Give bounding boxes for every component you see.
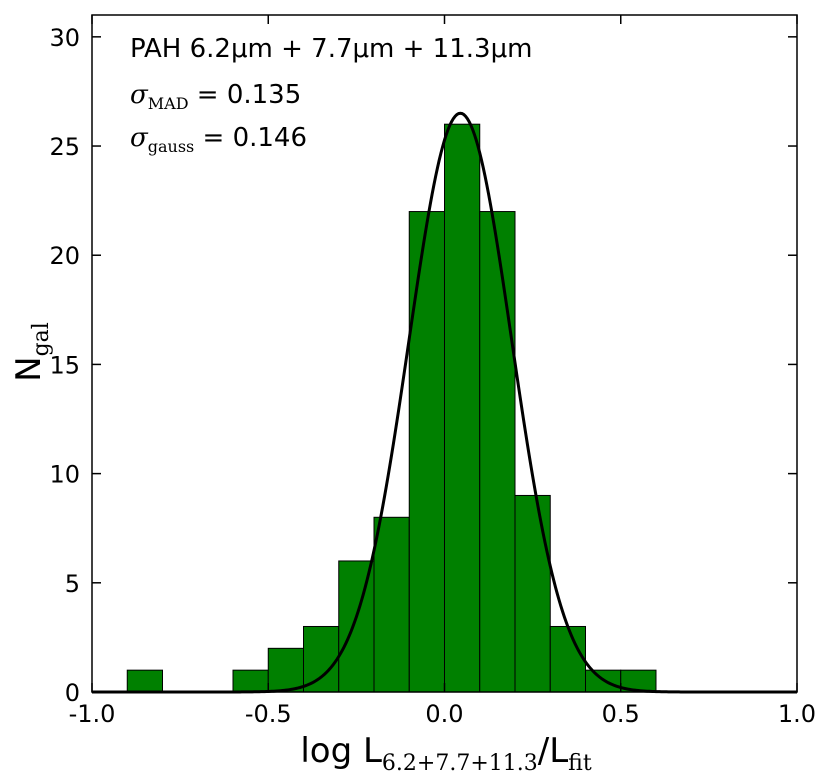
annotation-sigma-gauss: σgauss = 0.146	[130, 123, 307, 156]
x-axis-label-subscript-fit: fit	[568, 751, 592, 776]
histogram-bar	[408, 211, 445, 693]
x-axis-label-subscript: 6.2+7.7+11.3	[382, 751, 538, 776]
x-tick-label: -0.5	[245, 700, 292, 728]
annotation-sigma-mad: σMAD = 0.135	[130, 80, 301, 113]
y-axis-label: Ngal	[9, 322, 54, 382]
x-axis-ticks: -1.0 -0.5 0.0 0.5 1.0	[69, 15, 816, 728]
histogram-bar	[549, 625, 586, 693]
histogram-bar	[126, 669, 163, 693]
sigma-gauss-value: = 0.146	[194, 123, 307, 153]
x-tick-label: 0.0	[425, 700, 463, 728]
sigma-mad-subscript: MAD	[148, 94, 189, 113]
histogram-bar	[373, 516, 410, 693]
y-tick-label: 10	[49, 461, 80, 489]
y-tick-label: 30	[49, 24, 80, 52]
y-axis-label-subscript: gal	[29, 322, 54, 356]
y-tick-label: 15	[49, 351, 80, 379]
x-axis-label: log L6.2+7.7+11.3/Lfit	[300, 731, 592, 776]
y-tick-label: 0	[65, 679, 80, 707]
x-tick-label: -1.0	[69, 700, 116, 728]
histogram-bar	[338, 560, 375, 693]
histogram-bar	[232, 669, 269, 693]
annotation-title: PAH 6.2μm + 7.7μm + 11.3μm	[130, 34, 532, 64]
sigma-symbol: σ	[130, 80, 149, 110]
y-axis-ticks: 0 5 10 15 20 25 30	[49, 24, 797, 707]
sigma-mad-value: = 0.135	[189, 80, 302, 110]
x-tick-label: 1.0	[778, 700, 816, 728]
histogram-bar	[479, 211, 516, 693]
sigma-symbol: σ	[130, 123, 149, 153]
histogram-bar	[267, 647, 304, 693]
x-axis-label-main: log L	[300, 731, 382, 771]
histogram-bar	[514, 494, 551, 693]
y-tick-label: 20	[49, 242, 80, 270]
y-tick-label: 5	[65, 570, 80, 598]
x-tick-label: 0.5	[602, 700, 640, 728]
x-axis-label-slash: /L	[538, 731, 568, 771]
histogram-bar	[303, 625, 340, 693]
histogram-bar	[444, 123, 481, 693]
histogram-bars	[126, 123, 657, 693]
sigma-gauss-subscript: gauss	[148, 137, 195, 156]
y-axis-label-main: N	[9, 356, 49, 381]
y-tick-label: 25	[49, 133, 80, 161]
